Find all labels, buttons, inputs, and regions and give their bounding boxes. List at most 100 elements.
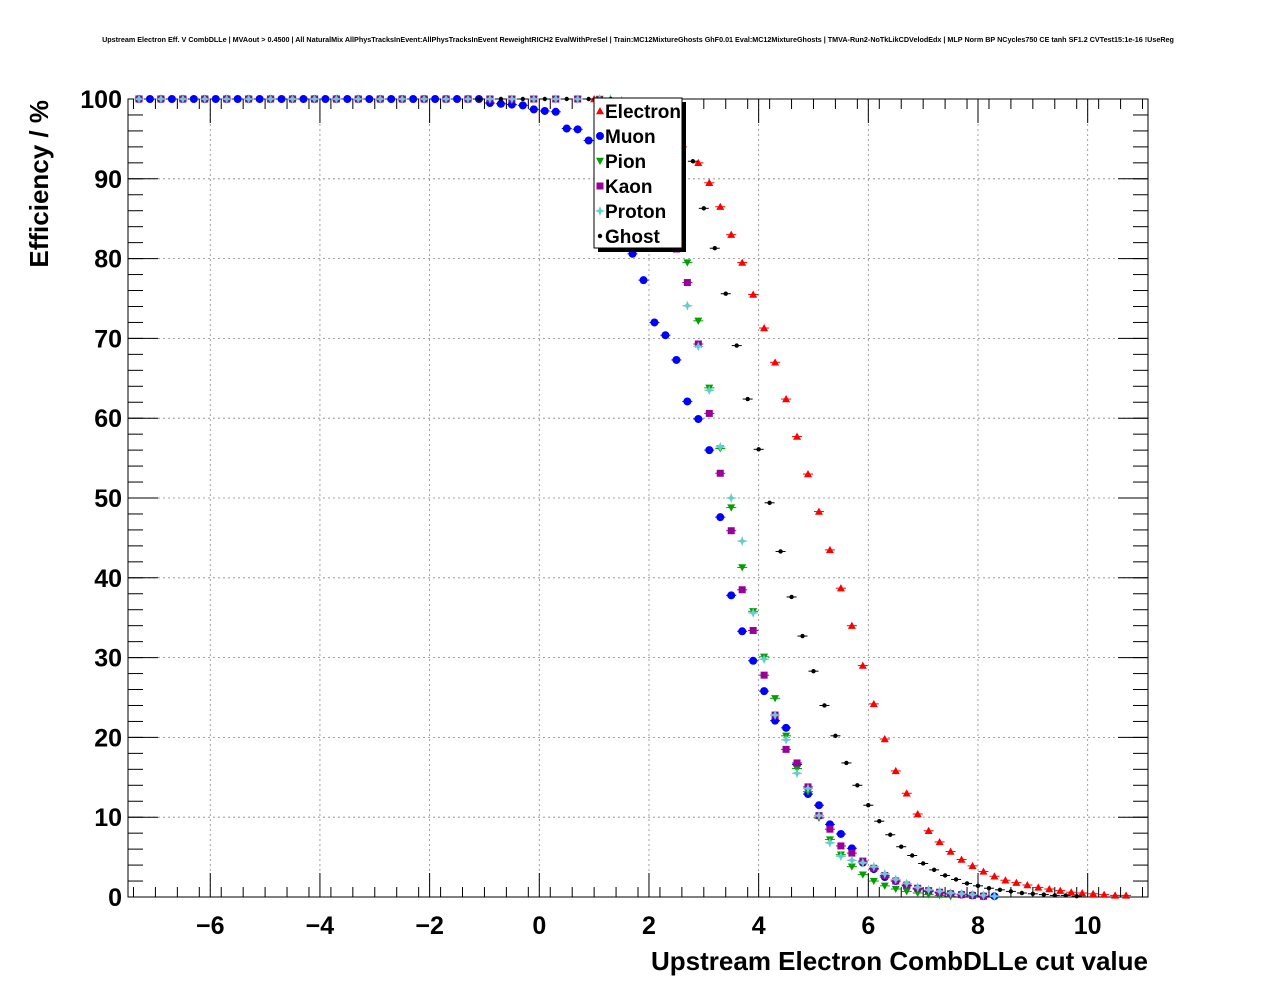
muon-point [518,101,527,110]
proton-point [748,607,759,618]
proton-point [879,868,890,879]
legend-marker-proton [595,206,605,216]
x-axis-label: Upstream Electron CombDLLe cut value [651,946,1148,976]
proton-point [737,536,748,547]
kaon-point [683,279,691,287]
muon-point [738,627,747,636]
muon-point [387,95,396,103]
electron-point [1089,889,1098,898]
pion-point [902,888,911,896]
proton-point [814,810,824,821]
proton-point [803,783,813,794]
proton-point [134,94,144,104]
proton-point [912,882,923,893]
ghost-point [964,881,970,886]
proton-point [923,884,934,895]
proton-point [726,493,737,503]
proton-point [868,861,879,872]
series-proton [133,94,1000,902]
proton-point [945,888,956,898]
proton-point [309,94,320,104]
ghost-point [844,760,849,766]
proton-point [506,94,517,104]
ghost-point [877,818,882,824]
muon-point [507,100,516,109]
electron-point [1100,890,1109,898]
muon-point [431,95,440,103]
proton-point [550,94,561,104]
muon-point [749,656,758,665]
ghost-point [1041,892,1047,897]
electron-point [749,290,758,298]
pion-point [738,564,747,572]
muon-point [760,687,769,696]
muon-point [782,723,791,732]
kaon-point [837,842,845,850]
ghost-point [1008,889,1014,894]
electron-point [979,867,988,875]
proton-point [353,94,364,104]
muon-point [694,414,703,423]
muon-point [529,105,538,114]
electron-point [694,158,703,167]
kaon-point [793,759,801,767]
muon-point [145,95,154,103]
pion-point [771,695,780,703]
legend-marker-electron [596,107,604,115]
ghost-point [1063,893,1068,898]
proton-point [682,300,693,311]
legend-marker-pion [596,157,604,165]
proton-point [693,341,704,352]
kaon-point [716,469,724,477]
electron-point [738,258,747,266]
proton-point [419,94,430,104]
proton-point [978,890,989,901]
muon-point [299,95,308,103]
electron-point [1023,881,1032,889]
muon-point [562,124,571,133]
ghost-point [756,447,761,452]
muon-point [233,95,242,103]
x-tick-label: −2 [415,912,444,940]
proton-point [781,734,792,745]
muon-point [814,801,823,810]
proton-point [441,94,452,104]
muon-point [343,95,352,103]
proton-point [835,851,846,862]
proton-point [956,888,967,899]
proton-point [243,94,254,104]
y-tick-label: 20 [94,724,122,752]
kaon-point [848,849,856,857]
electron-point [946,847,955,855]
ghost-point [586,96,591,102]
ghost-point [476,96,482,102]
proton-point [484,94,495,104]
legend-marker-muon [596,132,604,140]
y-tick-label: 0 [108,884,122,912]
muon-point [365,95,374,103]
muon-point [167,95,176,103]
y-tick-label: 80 [94,246,122,274]
ghost-point [800,633,805,639]
ghost-point [833,733,838,739]
proton-point [792,768,802,779]
legend-label-proton: Proton [605,202,666,223]
electron-point [935,837,944,846]
electron-point [1122,891,1131,899]
electron-point [869,699,878,708]
y-tick-label: 40 [94,565,122,593]
proton-point [989,891,1000,902]
ghost-point [723,291,728,296]
ghost-point [498,96,504,102]
proton-point [572,94,583,104]
proton-point [704,385,715,396]
muon-point [661,331,670,340]
x-tick-label: 8 [971,912,985,940]
ghost-point [1030,891,1036,897]
kaon-point [782,745,790,753]
ghost-point [745,396,750,402]
x-tick-label: 10 [1074,912,1102,940]
muon-point [573,125,582,134]
electron-point [1001,876,1010,884]
